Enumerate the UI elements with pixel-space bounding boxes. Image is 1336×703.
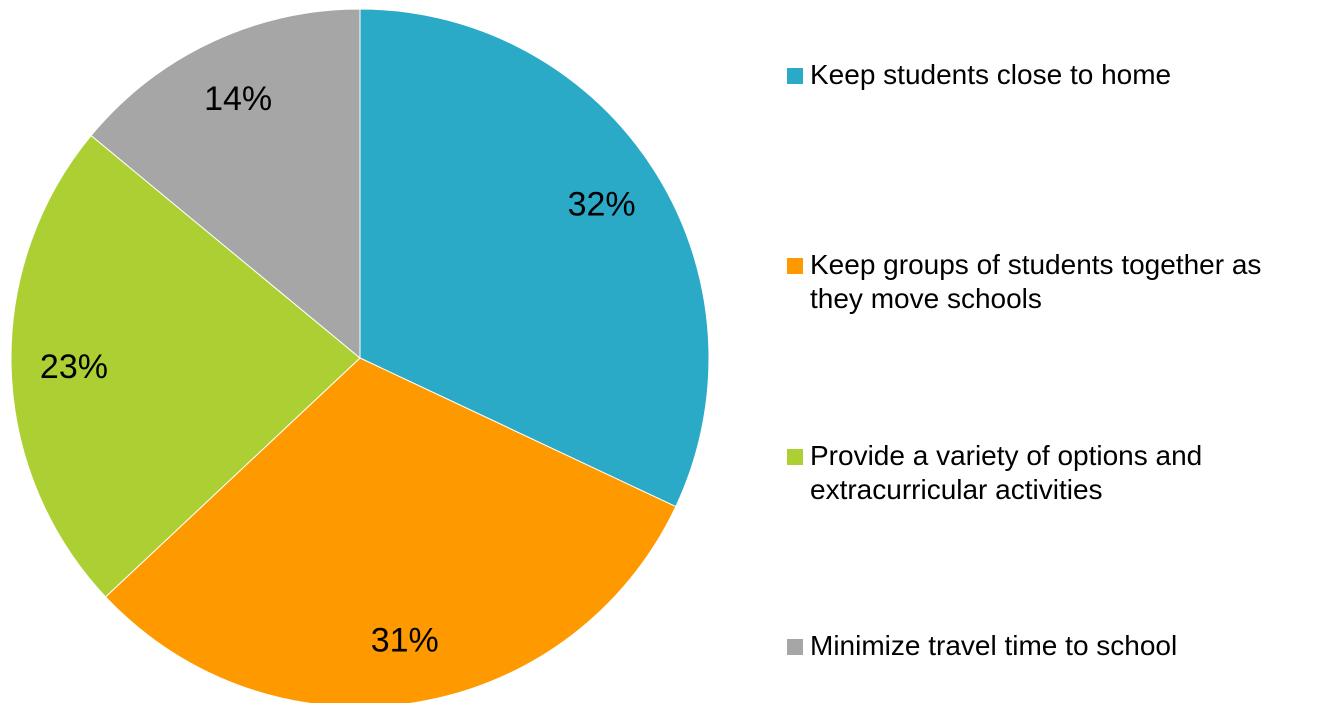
data-label-minimize-travel: 14% xyxy=(204,80,272,118)
legend-item-keep-students-close: Keep students close to home xyxy=(787,58,1332,92)
data-label-keep-students-close: 32% xyxy=(568,186,636,224)
legend-label: Keep groups of students together as they… xyxy=(810,249,1262,314)
pie-slice-keep-students-close xyxy=(359,8,710,508)
pie-slice-provide-variety xyxy=(10,134,361,598)
legend: Keep students close to home Keep groups … xyxy=(787,58,1332,698)
legend-item-minimize-travel: Minimize travel time to school xyxy=(787,629,1332,663)
legend-label: Keep students close to home xyxy=(810,59,1172,90)
data-label-keep-groups-together: 31% xyxy=(371,622,439,660)
data-label-provide-variety: 23% xyxy=(40,348,108,386)
legend-swatch-keep-students-close xyxy=(787,68,803,84)
legend-label: Minimize travel time to school xyxy=(810,630,1178,661)
legend-swatch-keep-groups-together xyxy=(787,258,803,274)
legend-item-keep-groups-together: Keep groups of students together as they… xyxy=(787,248,1332,316)
legend-swatch-provide-variety xyxy=(787,449,803,465)
pie-slice-minimize-travel xyxy=(90,8,361,360)
legend-label: Provide a variety of options and extracu… xyxy=(810,440,1203,505)
legend-item-provide-variety: Provide a variety of options and extracu… xyxy=(787,439,1332,507)
legend-swatch-minimize-travel xyxy=(787,639,803,655)
